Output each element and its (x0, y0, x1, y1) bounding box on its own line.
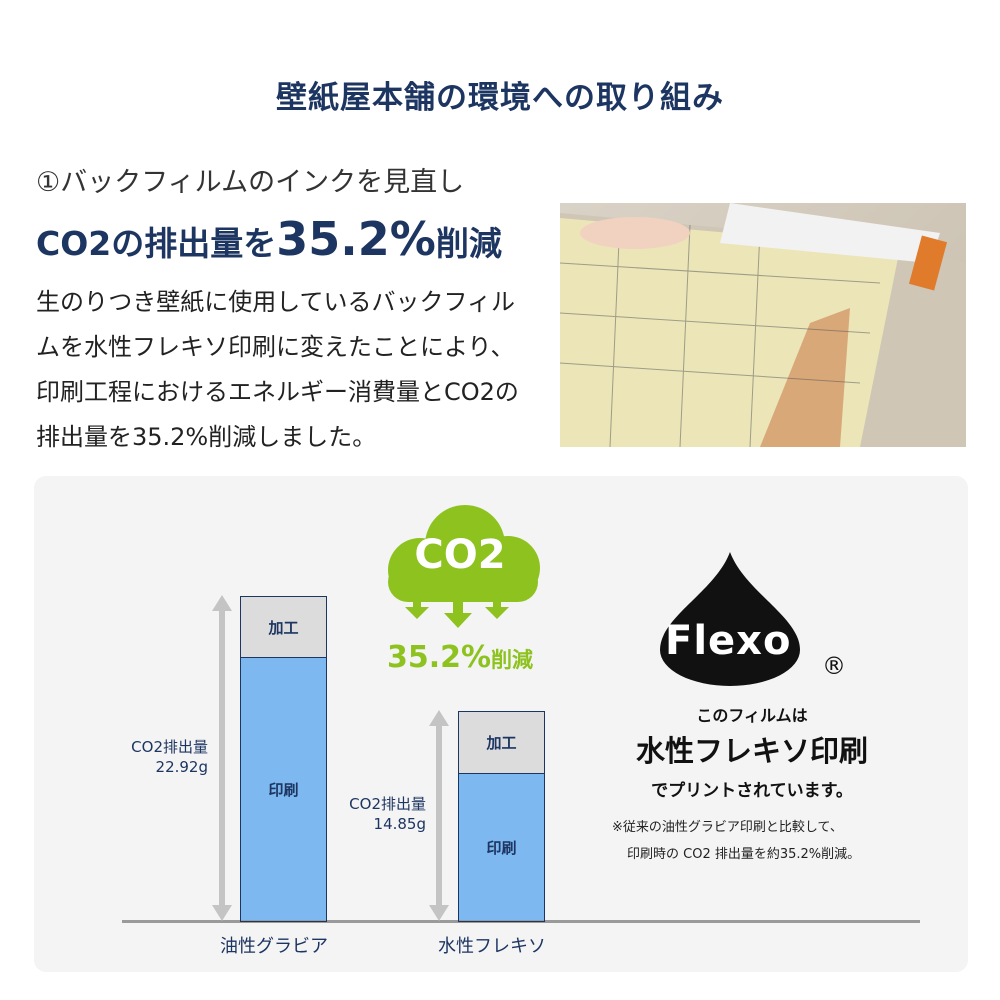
section-body: 生のりつき壁紙に使用しているバックフィルムを水性フレキソ印刷に変えたことにより、… (36, 288, 519, 451)
total-label-text: CO2排出量 (131, 738, 208, 756)
total-arrow-2 (429, 710, 449, 921)
co2-cloud-icon (388, 505, 540, 628)
reduction-suffix: 削減 (491, 648, 534, 672)
flexo-logo: Flexo (665, 618, 792, 664)
ink-drop-icon (660, 552, 800, 686)
total-value: 22.92g (155, 758, 208, 776)
back-film-photo (560, 203, 966, 447)
reduction-label: 35.2%削減 (360, 640, 560, 675)
bar-oil-gravure: 加工 印刷 (240, 596, 327, 922)
total-value: 14.85g (373, 815, 426, 833)
category-label: 油性グラビア (220, 936, 328, 957)
section-headline: CO2の排出量を35.2%削減 (36, 212, 502, 266)
registered-mark: ® (822, 652, 846, 680)
segment-print: 印刷 (241, 658, 326, 920)
category-label: 水性フレキソ (438, 936, 546, 957)
headline-suffix: 削減 (435, 224, 502, 263)
bar-water-flexo: 加工 印刷 (458, 711, 545, 922)
flexo-note1: ※従来の油性グラビア印刷と比較して、 (612, 820, 843, 835)
segment-process: 加工 (459, 712, 544, 774)
page-title: 壁紙屋本舗の環境への取り組み (276, 80, 724, 116)
headline-value: 35.2% (276, 212, 436, 266)
total-label-1: CO2排出量 22.92g (88, 737, 208, 777)
cloud-text: CO2 (414, 532, 506, 578)
flexo-line3: でプリントされています。 (651, 781, 853, 801)
flexo-line1: このフィルムは (696, 706, 808, 725)
segment-print: 印刷 (459, 774, 544, 920)
section-subtitle: ①バックフィルムのインクを見直し (36, 167, 465, 198)
flexo-line2: 水性フレキソ印刷 (635, 734, 868, 768)
total-label-2: CO2排出量 14.85g (306, 794, 426, 834)
total-label-text: CO2排出量 (349, 795, 426, 813)
segment-process: 加工 (241, 597, 326, 658)
total-arrow-1 (212, 595, 232, 921)
reduction-value: 35.2% (386, 640, 492, 675)
headline-prefix: CO2の排出量を (36, 224, 277, 263)
flexo-note2: 印刷時の CO2 排出量を約35.2%削減。 (627, 847, 861, 862)
